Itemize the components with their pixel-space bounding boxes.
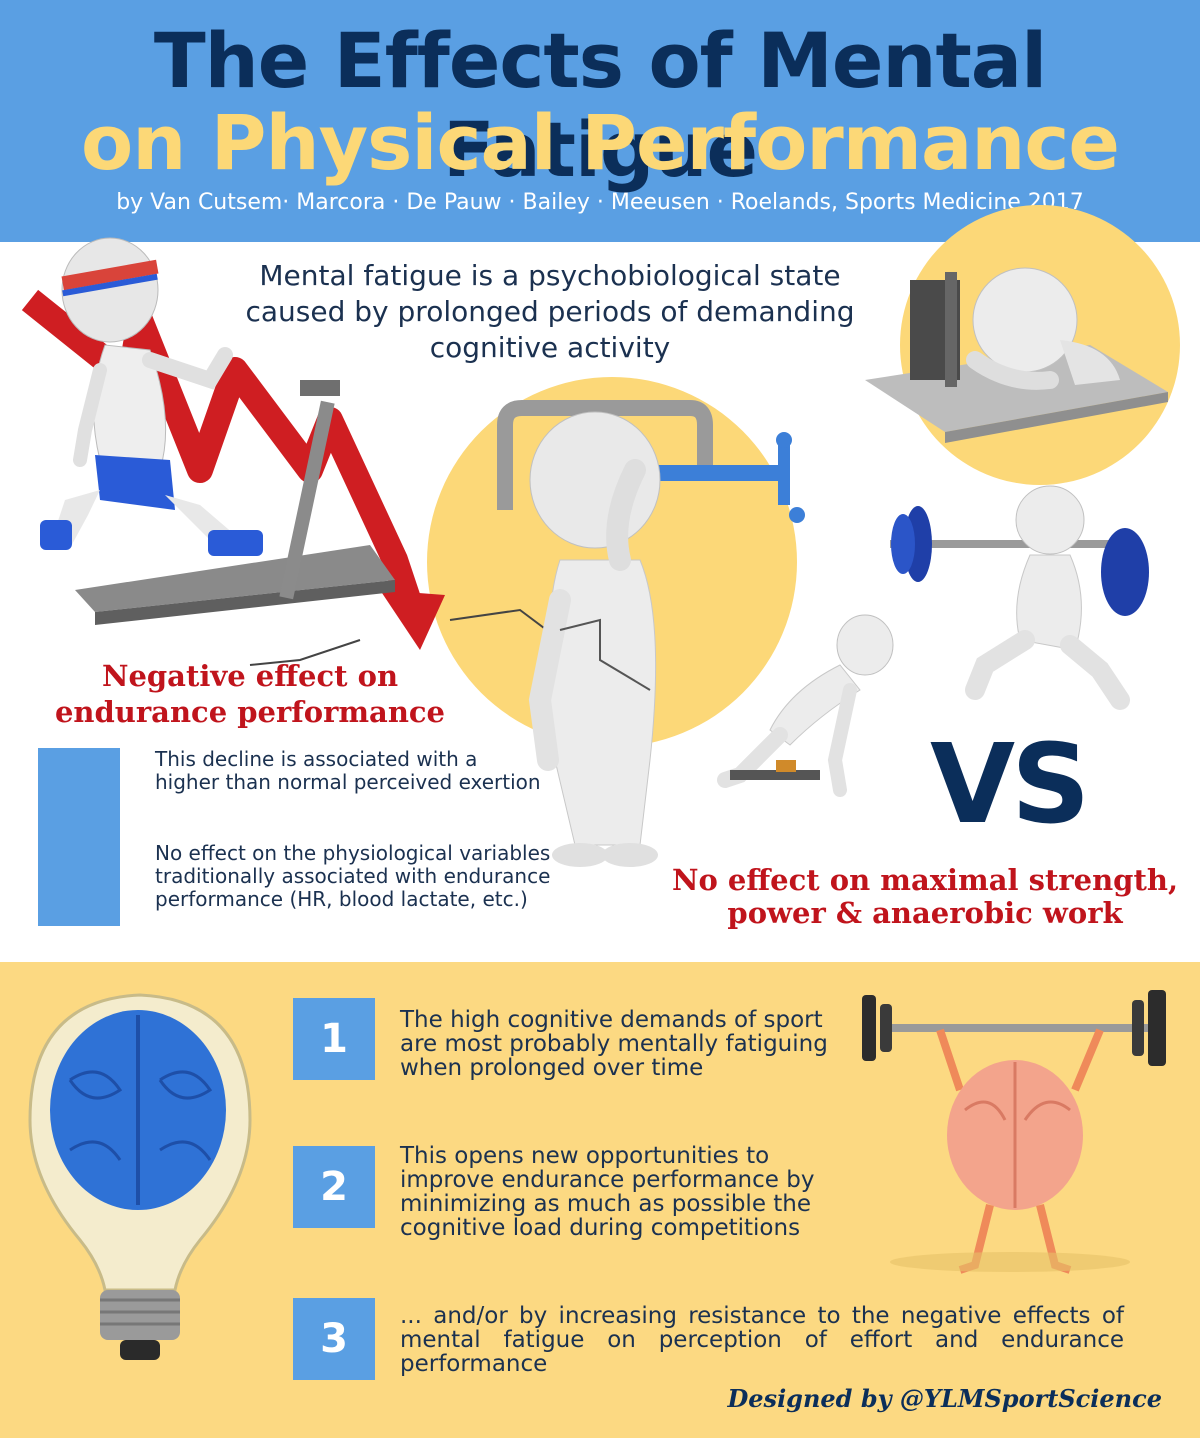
point-2-number: 2 [293,1146,375,1228]
lightbulb-brain-icon [28,993,252,1360]
no-effect-heading: No effect on maximal strength, power & a… [671,863,1179,930]
point-3-text: ... and/or by increasing resistance to t… [400,1303,1124,1377]
point-2-text: This opens new opportunities to improve … [400,1143,815,1241]
sprint-start-figure-icon [717,614,894,797]
brain-weightlifter-icon [862,990,1166,1274]
computer-desk-figure-icon [865,267,1168,443]
definition-text: Mental fatigue is a psychobiological sta… [245,259,855,364]
point-1-text: The high cognitive demands of sport are … [400,1007,828,1081]
title-line-2: on Physical Performance [81,98,1120,187]
note-physiological-variables: No effect on the physiological variables… [155,841,551,911]
title-line-1: The Effects of Mental Fatigue [153,16,1047,194]
header-banner [0,0,1200,242]
note-perceived-exertion: This decline is associated with a higher… [155,747,541,794]
clamp-head-figure-icon [497,400,805,867]
designer-credit: Designed by @YLMSportScience [727,1384,1162,1413]
treadmill-runner-icon [40,237,395,625]
point-1-number: 1 [293,998,375,1080]
negative-effect-heading: Negative effect on endurance performance [54,659,446,729]
byline: by Van Cutsem· Marcora · De Pauw · Baile… [116,190,1084,215]
note-accent-bar [38,748,120,926]
vs-label: VS [930,720,1090,848]
barbell-lift-figure-icon [890,485,1149,710]
point-3-number: 3 [293,1298,375,1380]
